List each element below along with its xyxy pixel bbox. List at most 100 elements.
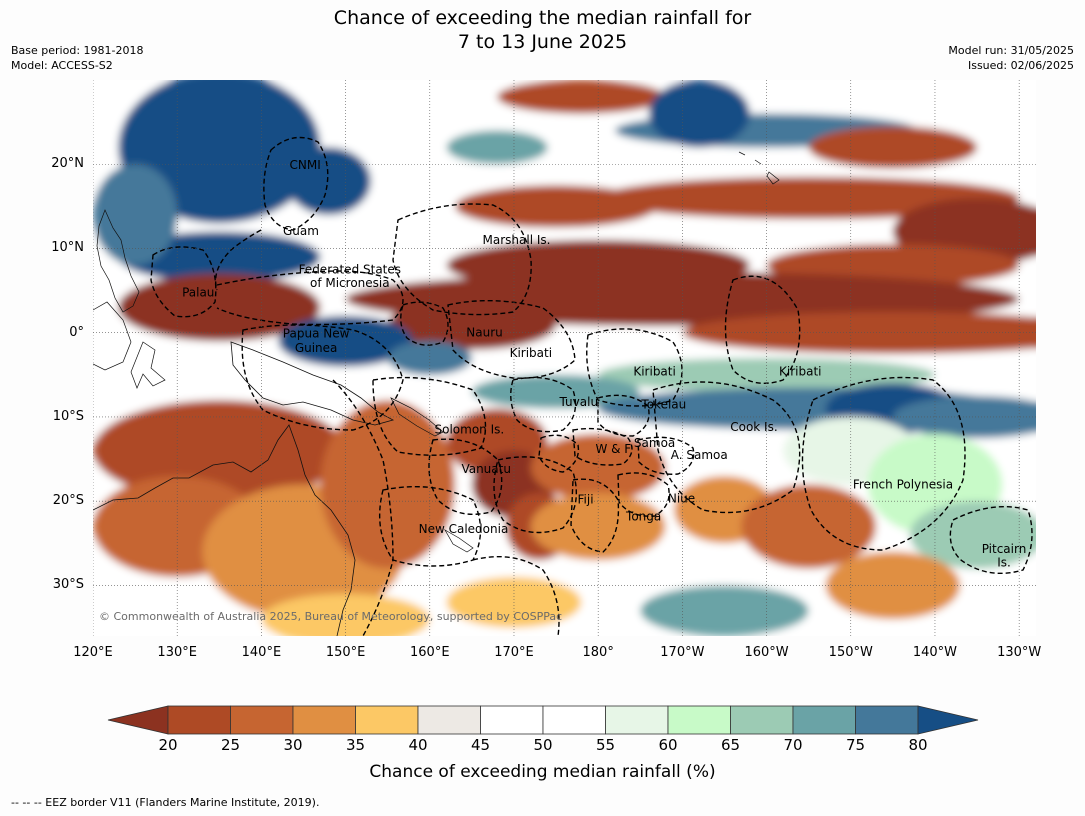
place-label: Cook Is. — [730, 420, 777, 434]
longitude-tick-label: 120°E — [73, 645, 113, 660]
eez-australia — [332, 379, 394, 636]
place-label: of Micronesia — [310, 276, 390, 290]
latitude-tick-label: 0° — [69, 324, 84, 340]
rainfall-anomaly-region — [825, 551, 961, 620]
longitude-tick-label: 140°W — [912, 645, 958, 660]
colorbar-tick-label: 55 — [595, 736, 616, 754]
colorbar-tick-label: 40 — [408, 736, 428, 754]
eez-tonga — [570, 478, 620, 553]
place-label: A. Samoa — [671, 448, 728, 462]
latitude-tick-label: 20°N — [51, 156, 84, 172]
eez-kiribati-west — [447, 299, 576, 379]
colorbar — [107, 705, 979, 735]
colorbar-swatch — [855, 705, 919, 735]
rainfall-anomaly-region — [741, 484, 877, 569]
colorbar-swatch — [417, 705, 481, 735]
eez-cnmi — [263, 136, 329, 231]
meta-right: Model run: 31/05/2025 Issued: 02/06/2025 — [948, 43, 1074, 73]
longitude-tick-label: 150°E — [325, 645, 366, 660]
place-label: Vanuatu — [461, 462, 511, 476]
longitude-tick-label: 140°E — [241, 645, 282, 660]
place-label: Is. — [997, 556, 1011, 570]
rainfall-anomaly-region — [640, 585, 809, 636]
longitude-tick-label: 150°W — [828, 645, 873, 660]
eez-cook — [652, 381, 801, 514]
longitude-tick-label: 130°E — [157, 645, 197, 660]
rainfall-anomaly-region — [320, 400, 456, 569]
place-label: Fiji — [578, 493, 594, 507]
title-line-2: 7 to 13 June 2025 — [457, 31, 628, 53]
place-label: Kiribati — [510, 346, 552, 360]
solomon-islands-coastline — [390, 397, 444, 437]
place-label: Nauru — [466, 326, 502, 340]
eez-marshall — [392, 203, 532, 316]
eez-palau — [150, 246, 217, 318]
colorbar-tick-label: 60 — [658, 736, 678, 754]
colorbar-tick-label: 30 — [283, 736, 303, 754]
eez-nz — [472, 555, 560, 636]
issued-date: Issued: 02/06/2025 — [967, 59, 1074, 72]
colorbar-swatch — [480, 705, 544, 735]
rainfall-anomaly-region — [446, 130, 548, 165]
borneo-coastline — [93, 301, 132, 371]
latitude-tick-label: 20°S — [52, 493, 84, 509]
place-label: Pitcairn — [982, 542, 1027, 556]
rainfall-probability-field — [93, 80, 1036, 636]
eez-png — [241, 324, 404, 431]
sulawesi-coastline — [130, 341, 166, 389]
place-label: Tokelau — [640, 397, 686, 411]
rainfall-anomaly-region — [93, 164, 178, 266]
longitude-tick-label: 130°W — [997, 645, 1042, 660]
colorbar-swatch — [355, 705, 419, 735]
eez-niue — [617, 472, 670, 517]
rainfall-map: CNMI Guam Marshall Is. Federated States of M… — [93, 80, 1036, 636]
colorbar-swatches — [107, 705, 979, 735]
graticule-layer — [93, 80, 1036, 636]
longitude-tick-label: 180° — [582, 645, 614, 660]
colorbar-tick-label: 65 — [720, 736, 741, 754]
place-label: New Caledonia — [419, 522, 509, 536]
longitude-tick-label: 160°W — [744, 645, 789, 660]
colorbar-swatch — [605, 705, 669, 735]
colorbar-tick-label: 20 — [158, 736, 178, 754]
colorbar-swatch — [230, 705, 294, 735]
colorbar-tick-label: 25 — [220, 736, 241, 754]
place-label: Palau — [182, 285, 214, 299]
place-label: Papua New — [283, 327, 350, 341]
latitude-tick-label: 10°S — [52, 408, 84, 424]
title-line-1: Chance of exceeding the median rainfall … — [333, 7, 752, 29]
meta-left: Base period: 1981-2018 Model: ACCESS-S2 — [11, 43, 143, 73]
colorbar-tick-label: 45 — [470, 736, 491, 754]
place-label: Guinea — [295, 341, 338, 355]
place-label: CNMI — [290, 158, 321, 172]
place-label: Solomon Is. — [435, 423, 505, 437]
new-guinea-coastline — [230, 341, 395, 426]
eez-fiji — [493, 456, 577, 534]
rainfall-anomaly-region — [892, 395, 1036, 439]
eez-fsm — [216, 270, 404, 326]
eez-samoa — [572, 427, 633, 466]
rainfall-anomaly-region — [93, 400, 346, 502]
colorbar-swatch — [667, 705, 731, 735]
eez-footnote: -- -- -- EEZ border V11 (Flanders Marine… — [11, 796, 320, 809]
eez-pitcairn — [949, 505, 1033, 575]
colorbar-over-arrow — [917, 705, 979, 735]
rainfall-anomaly-region — [648, 80, 750, 148]
longitude-tick-label: 170°E — [494, 645, 534, 660]
rainfall-anomaly-region — [118, 273, 321, 342]
base-period: Base period: 1981-2018 — [11, 44, 144, 57]
place-label: W & F — [595, 442, 631, 456]
eez-nauru — [400, 301, 449, 346]
longitude-tick-label: 170°W — [660, 645, 705, 660]
model-name: Model: ACCESS-S2 — [11, 59, 113, 72]
philippines-coastline — [96, 209, 140, 313]
rainfall-anomaly-region — [682, 311, 1036, 354]
latitude-tick-label: 30°S — [52, 577, 84, 593]
colorbar-swatch — [292, 705, 356, 735]
rainfall-anomaly-region — [909, 501, 1036, 569]
rainfall-anomaly-region — [598, 176, 1020, 219]
colorbar-tick-label: 70 — [783, 736, 803, 754]
eez-am-samoa — [637, 436, 695, 475]
